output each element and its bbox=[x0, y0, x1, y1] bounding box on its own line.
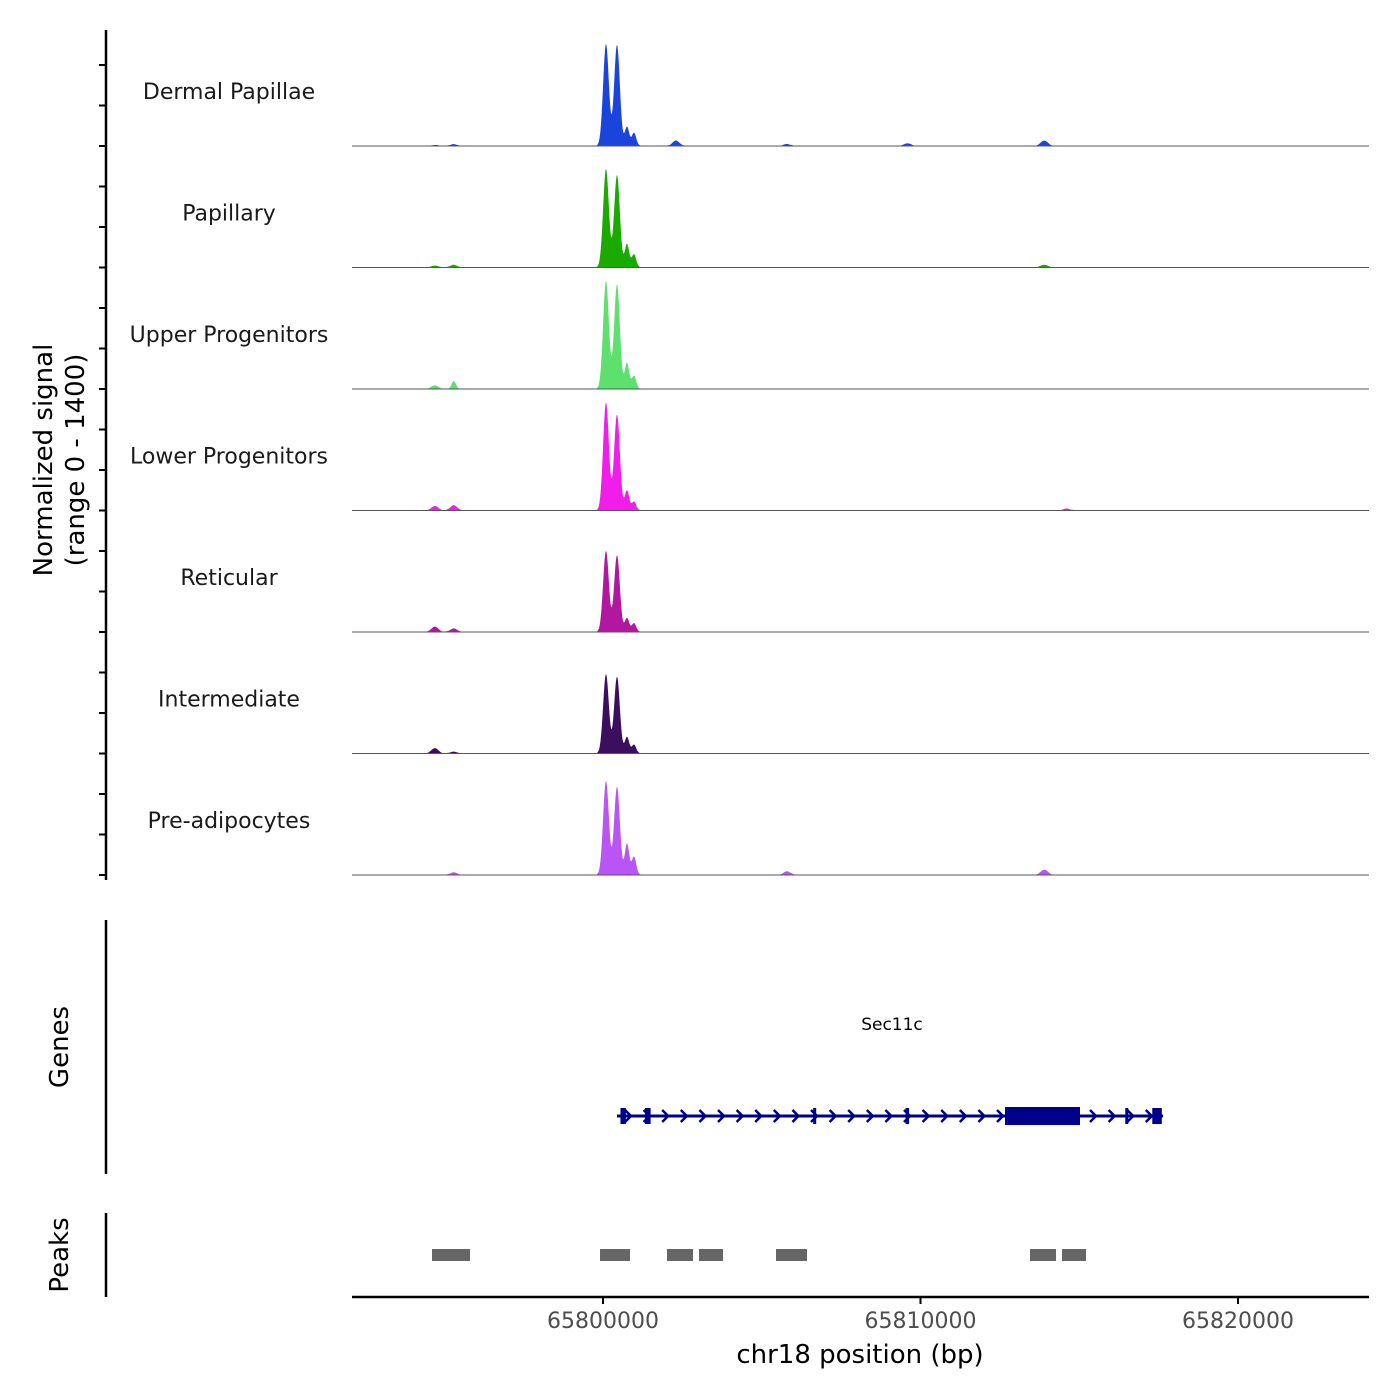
track-label: Dermal Papillae bbox=[143, 80, 315, 105]
track-label: Lower Progenitors bbox=[130, 445, 328, 470]
track-label: Reticular bbox=[180, 566, 278, 591]
track-label: Upper Progenitors bbox=[130, 323, 329, 348]
track-label: Intermediate bbox=[158, 688, 300, 713]
gene-exon bbox=[813, 1108, 817, 1124]
signal-area bbox=[352, 550, 1368, 632]
strand-arrow-icon bbox=[1144, 1109, 1154, 1123]
strand-arrow-icon bbox=[791, 1109, 801, 1123]
signal-area bbox=[352, 43, 1368, 147]
signal-y-axis bbox=[99, 30, 108, 880]
peak-region bbox=[600, 1249, 630, 1261]
strand-arrow-icon bbox=[661, 1109, 670, 1123]
strand-arrow-icon bbox=[1089, 1109, 1098, 1123]
strand-arrow-icon bbox=[735, 1109, 745, 1123]
strand-arrow-icon bbox=[865, 1109, 875, 1123]
x-axis-title: chr18 position (bp) bbox=[736, 1340, 983, 1370]
y-axis-title: Normalized signal bbox=[29, 344, 59, 577]
track-label: Pre-adipocytes bbox=[148, 809, 311, 834]
gene-exon bbox=[1125, 1108, 1129, 1124]
track-dermal-papillae: Dermal Papillae bbox=[143, 43, 1369, 147]
strand-arrow-icon bbox=[847, 1109, 856, 1123]
track-papillary: Papillary bbox=[182, 168, 1369, 268]
strand-arrow-icon bbox=[828, 1109, 838, 1123]
signal-area bbox=[352, 780, 1368, 875]
signal-tracks: Dermal Papillae Papillary Upper Progenitor… bbox=[130, 43, 1369, 876]
track-upper-progenitors: Upper Progenitors bbox=[130, 280, 1369, 390]
y-axis-subtitle: (range 0 - 1400) bbox=[61, 354, 91, 567]
strand-arrow-icon bbox=[717, 1109, 726, 1123]
strand-arrow-icon bbox=[977, 1109, 987, 1123]
gene-label: Sec11c bbox=[861, 1015, 923, 1035]
x-tick-label: 65820000 bbox=[1182, 1309, 1294, 1334]
peak-region bbox=[1062, 1249, 1087, 1261]
track-label: Papillary bbox=[182, 202, 276, 227]
peak-region bbox=[431, 1249, 470, 1261]
strand-arrow-icon bbox=[698, 1109, 708, 1123]
strand-arrow-icon bbox=[772, 1109, 782, 1123]
gene-exon bbox=[1152, 1108, 1162, 1124]
signal-area bbox=[352, 168, 1368, 268]
gene-exon bbox=[620, 1108, 626, 1124]
peak-region bbox=[699, 1249, 724, 1261]
gene-model bbox=[617, 1107, 1164, 1125]
gene-exon bbox=[644, 1108, 651, 1124]
peak-region bbox=[776, 1249, 807, 1261]
strand-arrow-icon bbox=[884, 1109, 894, 1123]
strand-arrow-icon bbox=[624, 1109, 633, 1123]
peaks-track-label: Peaks bbox=[45, 1217, 75, 1292]
strand-arrow-icon bbox=[940, 1109, 949, 1123]
gene-exon bbox=[1004, 1107, 1081, 1125]
peak-regions bbox=[431, 1249, 1087, 1261]
x-tick-label: 65810000 bbox=[865, 1309, 977, 1334]
track-reticular: Reticular bbox=[180, 550, 1369, 633]
strand-arrow-icon bbox=[1126, 1109, 1135, 1123]
track-pre-adipocytes: Pre-adipocytes bbox=[148, 780, 1369, 876]
strand-arrow-icon bbox=[810, 1109, 819, 1123]
peak-region bbox=[667, 1249, 694, 1261]
strand-arrow-icon bbox=[958, 1109, 968, 1123]
track-lower-progenitors: Lower Progenitors bbox=[130, 402, 1369, 511]
strand-arrow-icon bbox=[1107, 1109, 1117, 1123]
genes-track-label: Genes bbox=[45, 1006, 75, 1088]
gene-exon bbox=[905, 1108, 910, 1124]
strand-arrow-icon bbox=[996, 1109, 1005, 1123]
strand-arrow-icon bbox=[679, 1109, 689, 1123]
signal-area bbox=[352, 402, 1368, 511]
track-intermediate: Intermediate bbox=[158, 674, 1369, 754]
x-axis-ticks: 65800000 65810000 65820000 bbox=[547, 1297, 1294, 1334]
strand-arrow-icon bbox=[921, 1109, 931, 1123]
signal-area bbox=[352, 674, 1368, 754]
strand-arrow-icon bbox=[754, 1109, 763, 1123]
x-tick-label: 65800000 bbox=[547, 1309, 659, 1334]
peak-region bbox=[1030, 1249, 1057, 1261]
signal-area bbox=[352, 280, 1368, 389]
